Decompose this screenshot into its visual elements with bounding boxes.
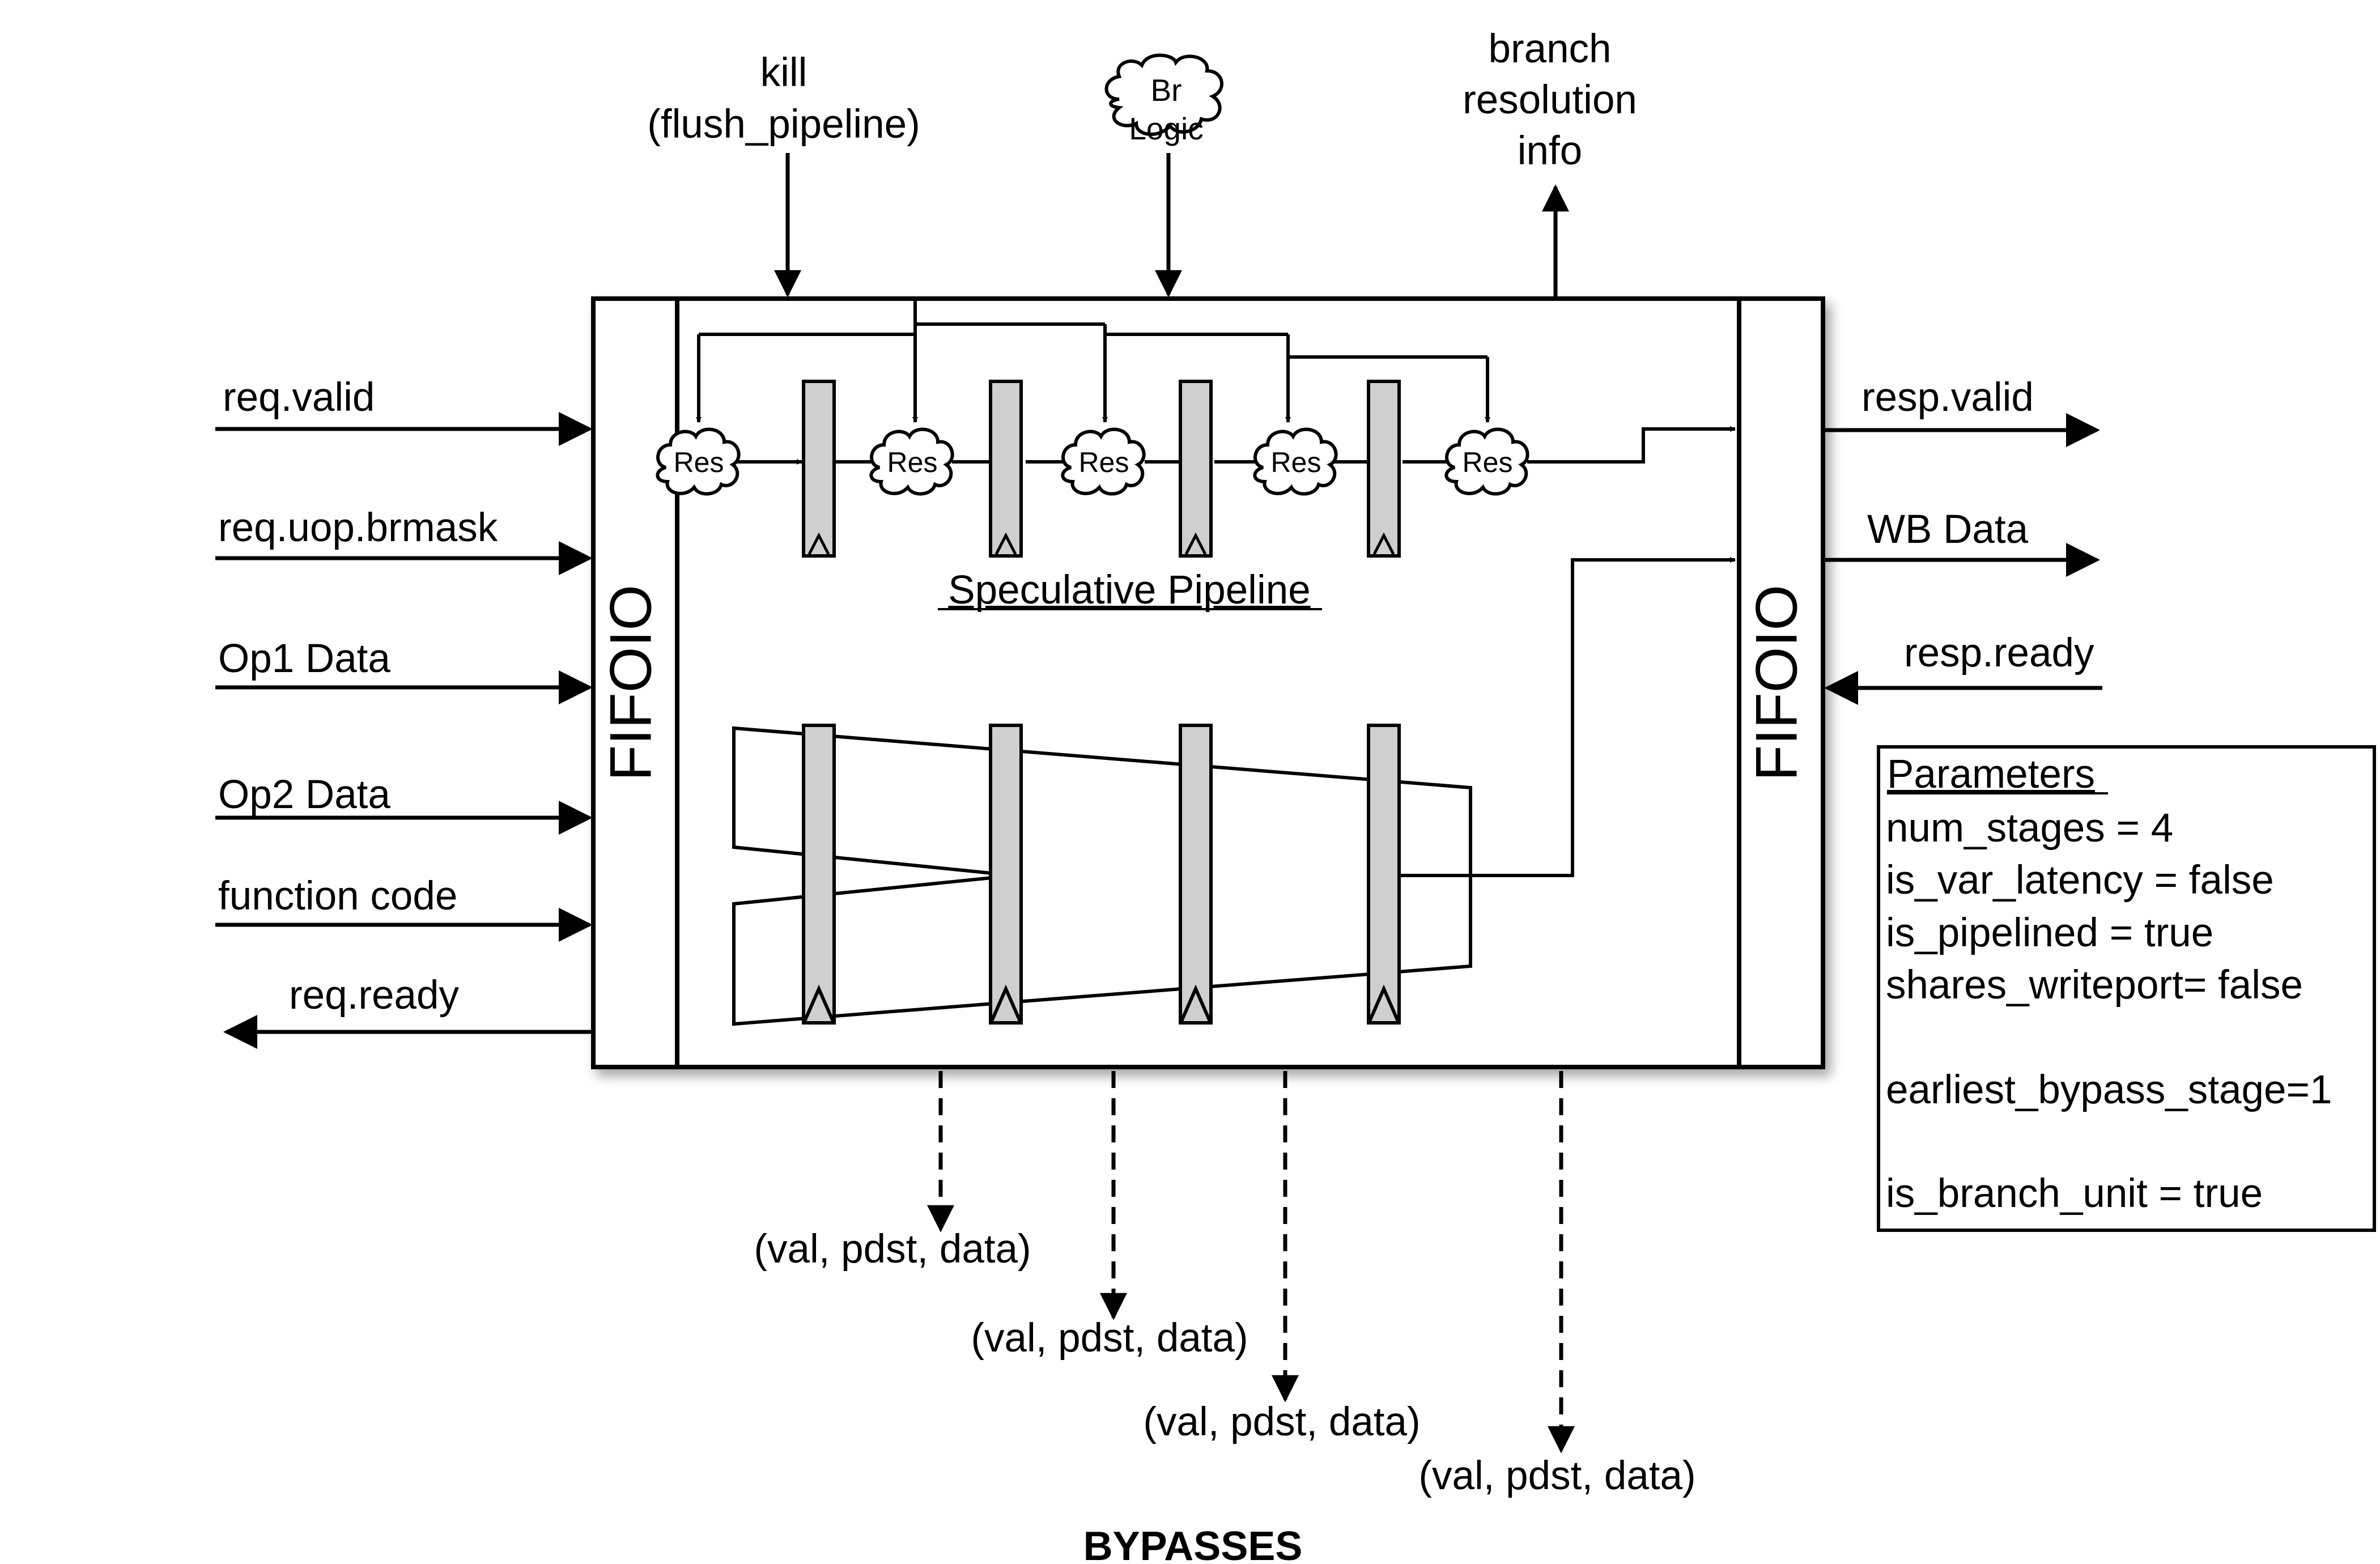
- kill-sub-label: (flush_pipeline): [647, 102, 920, 147]
- bypass-arrows: [927, 1071, 1575, 1454]
- param-earliest-bypass: earliest_bypass_stage=1: [1886, 1068, 2332, 1112]
- parameters-box: [1877, 745, 2376, 1232]
- bypass-label-2: (val, pdst, data): [971, 1316, 1248, 1361]
- port-req-ready: req.ready: [289, 973, 459, 1018]
- res-cloud-icon: [1061, 427, 1146, 496]
- res-clouds: Res Res Res Res Res: [656, 427, 1529, 496]
- alu-datapath: [732, 557, 1736, 1026]
- res-cloud-icon: [1444, 427, 1529, 496]
- br-logic-label-2: Logic: [1129, 111, 1203, 146]
- branch-info-label-1: branch: [1488, 27, 1611, 71]
- pipeline-register: [802, 380, 836, 558]
- res-cloud-icon: [869, 427, 954, 496]
- res-cloud-icon: [656, 427, 741, 496]
- pipeline-register: [802, 724, 836, 1025]
- port-op2-data: Op2 Data: [218, 772, 390, 817]
- parameters-title: Parameters: [1887, 752, 2095, 797]
- pipeline-register: [1367, 724, 1401, 1025]
- bypass-label-4: (val, pdst, data): [1418, 1454, 1695, 1498]
- pipeline-register: [1367, 380, 1401, 558]
- param-is-pipelined: is_pipelined = true: [1886, 911, 2213, 955]
- kill-label: kill: [760, 50, 808, 95]
- port-resp-ready: resp.ready: [1904, 631, 2094, 675]
- res-label: Res: [674, 447, 724, 478]
- pipeline-register: [989, 380, 1023, 558]
- param-shares-writeport: shares_writeport= false: [1886, 963, 2303, 1008]
- fifo-left-box: [591, 296, 679, 1069]
- fifo-right-box: [1737, 296, 1825, 1069]
- res-label: Res: [1271, 447, 1321, 478]
- port-function-code: function code: [218, 874, 457, 919]
- res-label: Res: [887, 447, 938, 478]
- port-req-brmask: req.uop.brmask: [218, 505, 498, 550]
- kill-broadcast-wires: [696, 300, 1490, 423]
- bypass-label-1: (val, pdst, data): [754, 1227, 1031, 1272]
- bypass-label-3: (val, pdst, data): [1143, 1400, 1420, 1444]
- branch-info-label-2: resolution: [1463, 78, 1637, 122]
- res-label: Res: [1463, 447, 1513, 478]
- port-wb-data: WB Data: [1867, 507, 2029, 552]
- res-label: Res: [1079, 447, 1129, 478]
- fifo-right-label: FIFOIO: [1744, 585, 1809, 781]
- res-cloud-icon: [1253, 427, 1338, 496]
- port-resp-valid: resp.valid: [1862, 375, 2034, 420]
- pipeline-register: [1179, 380, 1213, 558]
- port-req-valid: req.valid: [223, 375, 375, 420]
- branch-info-label-3: info: [1518, 129, 1582, 173]
- br-logic-cloud-icon: [1104, 53, 1223, 136]
- br-logic-label-1: Br: [1151, 73, 1182, 108]
- param-num-stages: num_stages = 4: [1886, 806, 2173, 851]
- execution-registers: [802, 724, 1401, 1025]
- pipeline-register: [1179, 724, 1213, 1025]
- bypasses-title: BYPASSES: [1083, 1524, 1303, 1564]
- param-is-branch-unit: is_branch_unit = true: [1886, 1171, 2263, 1216]
- port-op1-data: Op1 Data: [218, 636, 390, 681]
- speculative-registers: [802, 380, 1401, 558]
- fifo-left-label: FIFOIO: [598, 585, 664, 781]
- param-is-var-latency: is_var_latency = false: [1886, 858, 2274, 903]
- speculative-pipeline-label: Speculative Pipeline: [948, 568, 1310, 613]
- pipeline-register: [989, 724, 1023, 1025]
- speculative-pipeline-wires: [736, 426, 1736, 465]
